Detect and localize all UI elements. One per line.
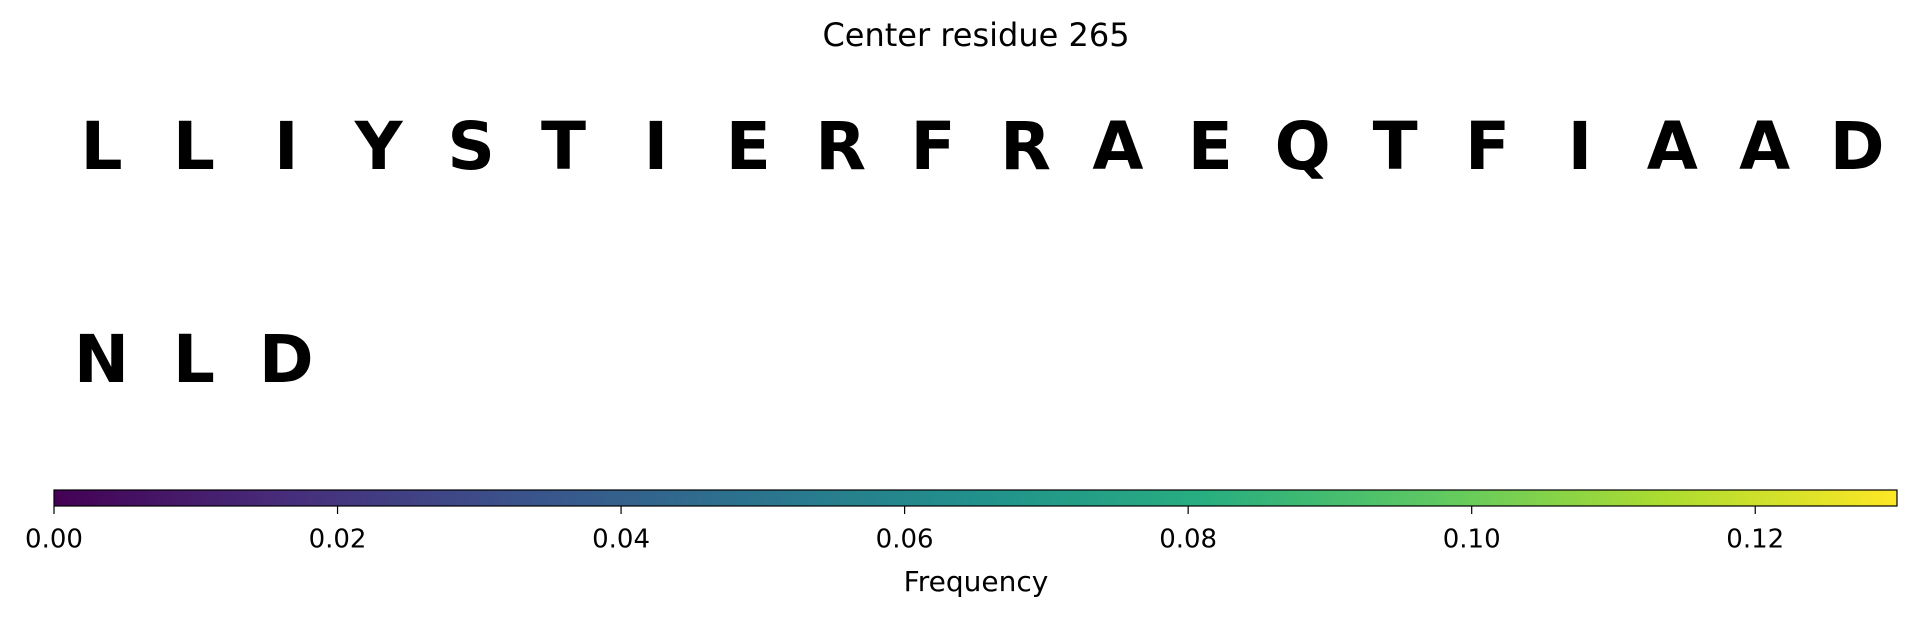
residue: F bbox=[911, 108, 956, 185]
tick-label: 0.02 bbox=[309, 525, 367, 555]
residue: T bbox=[541, 108, 586, 185]
residue: I bbox=[1568, 108, 1593, 185]
tick-label: 0.08 bbox=[1159, 525, 1217, 555]
tick-label: 0.04 bbox=[592, 525, 650, 555]
residue: Q bbox=[1275, 108, 1331, 185]
residue: D bbox=[259, 321, 314, 398]
residue: A bbox=[1647, 108, 1698, 185]
residue: N bbox=[74, 321, 129, 398]
residue: E bbox=[1188, 108, 1233, 185]
residue: T bbox=[1373, 108, 1418, 185]
tick-label: 0.00 bbox=[25, 525, 83, 555]
colorbar-label: Frequency bbox=[904, 565, 1049, 598]
residue: I bbox=[274, 108, 299, 185]
residue: I bbox=[644, 108, 669, 185]
residue: A bbox=[1739, 108, 1790, 185]
residue: L bbox=[173, 108, 215, 185]
residue: L bbox=[80, 108, 122, 185]
residue: R bbox=[1000, 108, 1051, 185]
residue: A bbox=[1092, 108, 1143, 185]
residue: F bbox=[1465, 108, 1510, 185]
residue: S bbox=[447, 108, 495, 185]
tick-label: 0.10 bbox=[1443, 525, 1501, 555]
colorbar bbox=[53, 489, 1898, 507]
chart-title: Center residue 265 bbox=[822, 16, 1129, 54]
residue: R bbox=[815, 108, 866, 185]
residue: E bbox=[726, 108, 771, 185]
tick-label: 0.12 bbox=[1726, 525, 1784, 555]
tick-label: 0.06 bbox=[876, 525, 934, 555]
residue: Y bbox=[354, 108, 404, 185]
residue: L bbox=[173, 321, 215, 398]
residue: D bbox=[1830, 108, 1885, 185]
